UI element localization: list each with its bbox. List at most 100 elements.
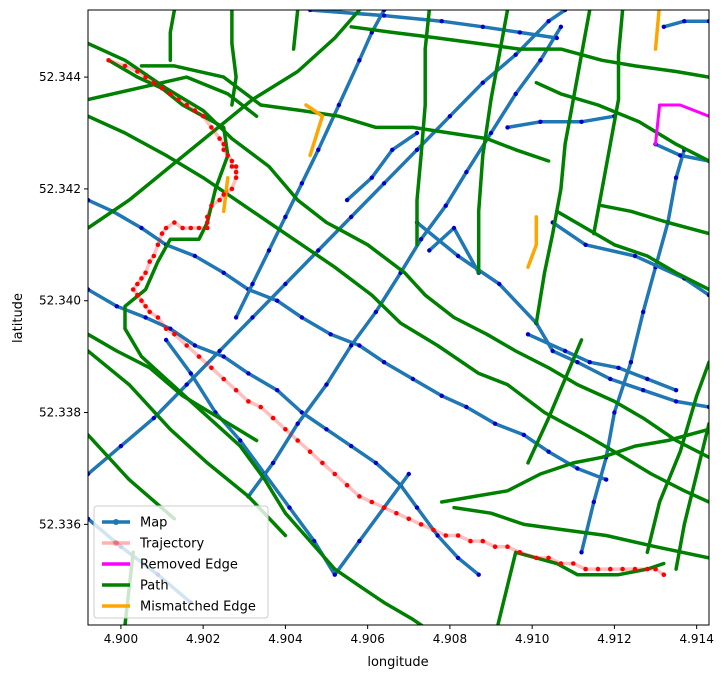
trajectory-point-67	[418, 522, 424, 527]
legend-box	[93, 505, 269, 619]
map-edge-node-9-1	[451, 225, 457, 231]
trajectory-point-38	[139, 276, 144, 281]
map-edge-node-6-6	[336, 102, 342, 108]
trajectory-point-2	[135, 69, 140, 74]
trajectory-point-53	[246, 399, 251, 404]
map-edge-node-15-3	[414, 130, 420, 136]
x-tick-label-6: 4.912	[597, 632, 631, 646]
map-edge-node-8-1	[455, 253, 461, 259]
trajectory-point-27	[205, 225, 210, 231]
path-edge-segment-17	[452, 505, 709, 560]
path-edge-segment-8	[291, 10, 300, 51]
map-edge-node-5-10	[488, 130, 494, 136]
trajectory-point-8	[184, 102, 189, 108]
trajectory-point-42	[139, 298, 144, 304]
map-edge-node-16-0	[505, 125, 510, 130]
map-edge-node-10-0	[525, 332, 531, 337]
x-tick-label-3: 4.906	[350, 632, 384, 646]
trajectory-point-5	[159, 86, 165, 91]
trajectory-point-11	[209, 125, 214, 130]
map-edge-node-8-8	[673, 399, 679, 404]
trajectory-point-84	[632, 566, 638, 572]
trajectory-point-83	[620, 566, 625, 572]
trajectory-point-48	[184, 343, 189, 348]
map-edge-node-14-0	[661, 24, 666, 29]
path-edge-segment-9	[415, 10, 432, 247]
map-edge-node-4-8	[357, 538, 362, 544]
map-edge-segment-7	[308, 10, 559, 40]
map-edge-node-5-2	[295, 421, 300, 426]
path-edge-segment-4	[349, 25, 709, 79]
map-edge-node-2-15	[562, 10, 568, 13]
map-edge-node-1-2	[143, 315, 148, 320]
trajectory-point-73	[492, 544, 498, 549]
map-edge-node-8-7	[641, 388, 646, 393]
map-edge-node-1-11	[373, 460, 379, 466]
map-edge-node-14-2	[706, 19, 709, 24]
trajectory-point-72	[480, 538, 486, 544]
map-edge-node-5-8	[443, 203, 448, 208]
trajectory-point-21	[229, 186, 235, 192]
path-edge-segment-5	[168, 10, 177, 63]
trajectory-point-45	[155, 315, 161, 320]
map-edge-node-4-5	[287, 505, 292, 510]
legend-label-3: Path	[140, 579, 169, 594]
map-edge-node-1-4	[192, 343, 198, 348]
map-edge-node-2-14	[546, 19, 551, 24]
trajectory-point-79	[571, 561, 576, 566]
map-edge-node-10-2	[587, 360, 592, 365]
trajectory-point-31	[172, 220, 177, 225]
map-edge-node-7-0	[307, 10, 313, 13]
trajectory-point-32	[163, 225, 169, 231]
path-edge-segment-23	[88, 332, 259, 443]
trajectory-point-37	[143, 270, 148, 276]
trajectory-point-49	[196, 354, 202, 359]
map-edge-node-3-0	[88, 516, 91, 521]
trajectory-point-57	[295, 438, 301, 443]
map-edge-node-5-1	[270, 460, 276, 466]
y-tick-label-3: 52.342	[39, 182, 81, 196]
trajectory-point-26	[205, 220, 210, 225]
trajectory-point-71	[468, 538, 473, 544]
map-edge-node-6-4	[299, 181, 305, 186]
trajectory-point-60	[332, 471, 338, 477]
path-edge-segment-21	[88, 349, 288, 538]
map-edge-node-7-1	[381, 13, 387, 18]
map-edge-node-0-4	[192, 253, 198, 259]
trajectory-point-9	[192, 108, 198, 113]
path-edge-segment-16	[439, 427, 709, 504]
map-edge-node-2-11	[447, 114, 453, 119]
path-edge-segment-3	[139, 64, 551, 163]
trajectory-point-85	[645, 566, 650, 572]
map-edge-node-14-1	[682, 19, 687, 24]
trajectory-point-46	[163, 326, 169, 332]
map-edge-node-0-5	[221, 270, 226, 275]
map-edge-node-0-7	[275, 298, 280, 303]
map-edge-node-7-5	[554, 35, 559, 41]
x-tick-label-4: 4.908	[433, 632, 467, 646]
map-edge-node-2-3	[184, 382, 189, 387]
path-edge-segment-11	[534, 10, 592, 325]
map-edge-segment-6	[234, 10, 386, 320]
map-edge-node-6-5	[316, 147, 321, 152]
map-edge-node-11-3	[612, 410, 617, 415]
map-edge-node-10-3	[616, 365, 621, 370]
map-edge-node-1-14	[435, 533, 440, 538]
trajectory-point-33	[159, 231, 165, 236]
y-tick-label-2: 52.340	[39, 294, 81, 308]
trajectory-point-69	[443, 533, 449, 538]
path-edge-segment-2	[88, 75, 259, 118]
map-edge-node-1-9	[324, 427, 329, 432]
x-axis-ticks: 4.900 4.902 4.904 4.906 4.908 4.910 4.912 4.914	[104, 625, 714, 646]
trajectory-point-22	[221, 192, 226, 197]
trajectory-point-12	[217, 136, 222, 141]
map-edge-node-6-9	[381, 10, 387, 13]
map-edge-segment-15	[345, 131, 419, 202]
trajectory-point-58	[307, 449, 313, 455]
map-edge-node-6-1	[250, 281, 255, 287]
map-edge-node-1-0	[88, 287, 91, 292]
legend-marker-0	[113, 519, 119, 525]
map-edge-node-8-4	[550, 348, 555, 354]
map-edge-node-0-17	[546, 449, 551, 454]
trajectory-point-19	[233, 169, 239, 175]
